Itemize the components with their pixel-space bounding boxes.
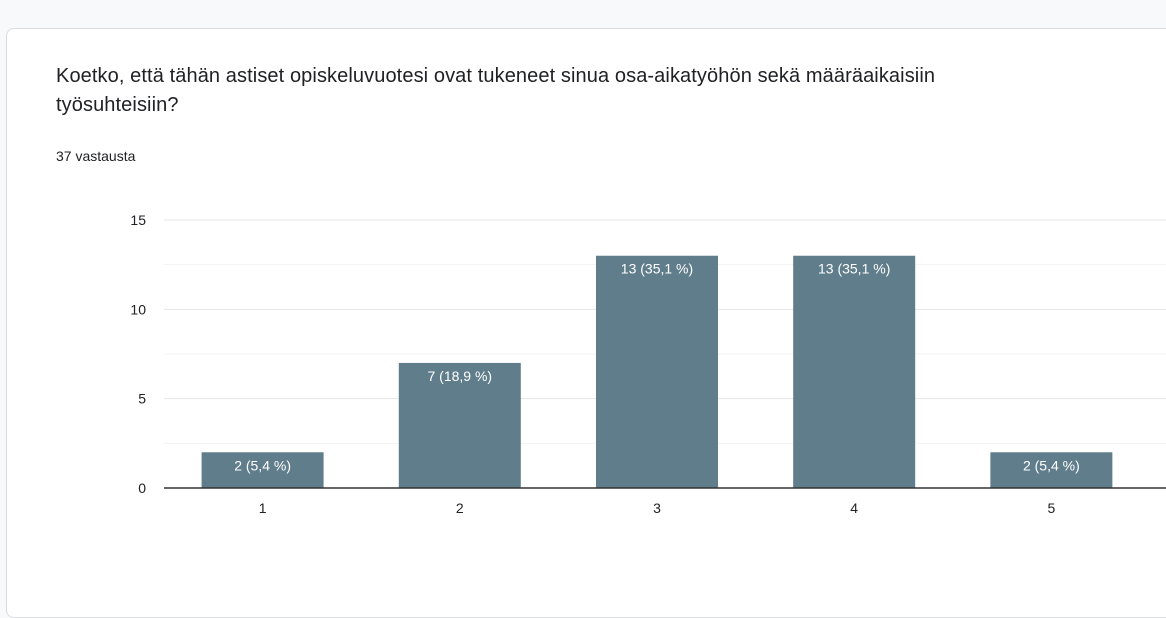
bar-2[interactable]: [398, 362, 521, 488]
x-tick-label: 2: [456, 500, 464, 516]
bars: [201, 255, 1113, 488]
y-tick-label: 0: [138, 480, 146, 496]
response-count: 37 vastausta: [56, 148, 136, 164]
bar-labels: 2 (5,4 %) 7 (18,9 %) 13 (35,1 %) 13 (35,1 %…: [234, 261, 1080, 474]
y-tick-label: 10: [130, 301, 146, 317]
y-tick-label: 15: [130, 212, 146, 228]
bar-data-label: 2 (5,4 %): [1023, 457, 1080, 473]
bar-3[interactable]: [595, 255, 718, 488]
y-tick-label: 5: [138, 391, 146, 407]
x-tick-label: 3: [653, 500, 661, 516]
bar-data-label: 13 (35,1 %): [818, 261, 890, 277]
bar-4[interactable]: [793, 255, 916, 488]
question-card: [6, 28, 1166, 618]
x-tick-label: 1: [259, 500, 267, 516]
bar-5[interactable]: [990, 452, 1113, 488]
x-tick-label: 4: [850, 500, 858, 516]
bar-1[interactable]: [201, 452, 324, 488]
question-title: Koetko, että tähän astiset opiskeluvuote…: [56, 65, 936, 116]
bar-data-label: 7 (18,9 %): [427, 368, 492, 384]
bar-data-label: 2 (5,4 %): [234, 457, 291, 473]
x-tick-label: 5: [1047, 500, 1055, 516]
x-axis-ticks: 1 2 3 4 5: [259, 500, 1056, 516]
bar-data-label: 13 (35,1 %): [621, 261, 693, 277]
y-axis-ticks: 0 5 10 15: [130, 212, 146, 496]
